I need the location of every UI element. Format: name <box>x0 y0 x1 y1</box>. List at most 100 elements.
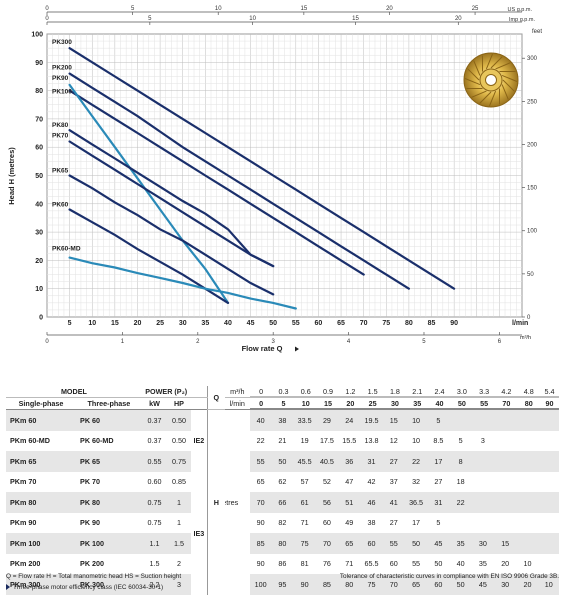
series-line-pk80 <box>68 129 275 268</box>
series-label: PK200 <box>52 65 72 72</box>
head-value: 86 <box>278 559 287 569</box>
m3h-value: 1.8 <box>383 386 407 397</box>
y-axis-label: Head H (metres) <box>7 147 16 205</box>
head-value: 8.5 <box>433 436 444 446</box>
top-unit-us: US g.p.m. <box>508 7 533 13</box>
m3h-tick-label: 3 <box>272 339 276 345</box>
hdr-kw: kW <box>141 397 168 410</box>
power-kw: 1.1 <box>141 533 168 554</box>
hdr-hp: HP <box>167 397 191 410</box>
head-value: 47 <box>345 477 354 487</box>
head-value: 33.5 <box>293 409 316 431</box>
footer: Q = Flow rate H = Total manometric head … <box>6 573 559 595</box>
lmin-value: 90 <box>540 398 559 409</box>
y-tick-label: 50 <box>35 173 43 180</box>
performance-table: MODEL POWER (P₂) Q m³/h 0 0.3 0.6 0.9 1.2 1.5… <box>6 386 559 595</box>
head-value <box>538 492 559 513</box>
x-tick-label: 5 <box>68 320 72 327</box>
head-value: 36.5 <box>404 492 428 513</box>
y-tick-label: 30 <box>35 230 43 237</box>
three-phase-model: PK 70 <box>80 477 101 487</box>
head-value <box>471 492 495 513</box>
lmin-value: 80 <box>517 398 540 409</box>
head-value <box>516 533 539 554</box>
series-label: PK80 <box>52 122 69 129</box>
head-value: 80 <box>271 533 294 554</box>
head-value: 100 <box>250 574 272 595</box>
feet-tick-label: 300 <box>527 56 538 62</box>
lmin-value: 70 <box>495 398 518 409</box>
head-value: 62 <box>278 477 287 487</box>
head-value: 10 <box>404 409 428 431</box>
table-row: PKm 100 PK 100 1.1 1.5 85 80 75 70 65 60 55 50 45 35 3… <box>6 533 559 554</box>
head-value <box>539 554 559 575</box>
series-line-pk60-md <box>68 256 297 310</box>
head-value: 71 <box>300 518 309 528</box>
h-unit-cell: metres <box>225 410 250 595</box>
power-kw: 0.75 <box>141 492 168 513</box>
head-value: 21 <box>278 436 287 446</box>
power-kw: 1.5 <box>149 559 160 569</box>
head-value: 35 <box>449 533 472 554</box>
head-value: 38 <box>367 518 376 528</box>
head-value: 41 <box>382 492 405 513</box>
x-tick-label: 50 <box>269 320 277 327</box>
usgpm-tick-label: 5 <box>131 6 135 12</box>
head-value: 90 <box>256 518 265 528</box>
head-value: 38 <box>271 409 294 431</box>
hdr-m3h: m³/h <box>224 386 251 398</box>
head-value: 50 <box>449 574 472 595</box>
head-value: 12 <box>389 436 398 446</box>
head-value: 60 <box>389 559 398 569</box>
lmin-value: 55 <box>472 398 496 409</box>
x-tick-label: 40 <box>224 320 232 327</box>
three-phase-model: PK 300 <box>76 574 142 595</box>
x-tick-label: 85 <box>428 320 436 327</box>
head-value: 3 <box>480 436 485 446</box>
head-value <box>539 472 559 493</box>
single-phase-model: PKm 100 <box>6 533 77 554</box>
table-row: PKm 300 PK 300 2.2 3 100 95 90 85 80 75 70 65 60 50 45… <box>6 574 559 595</box>
x-tick-label: 55 <box>292 320 300 327</box>
head-value: 30 <box>471 533 495 554</box>
m3h-value: 3.0 <box>450 386 473 397</box>
lmin-value: 50 <box>450 398 473 409</box>
head-value: 24 <box>338 409 361 431</box>
three-phase-model: PK 60-MD <box>80 436 114 446</box>
usgpm-tick-label: 20 <box>386 6 393 12</box>
head-value: 60 <box>322 518 331 528</box>
feet-tick-label: 250 <box>527 99 538 105</box>
impgpm-tick-label: 0 <box>45 16 49 22</box>
m3h-value: 0 <box>250 386 273 397</box>
impgpm-tick-label: 5 <box>148 16 152 22</box>
lmin-value: 25 <box>361 398 384 409</box>
head-value: 61 <box>293 492 316 513</box>
performance-table-wrap: MODEL POWER (P₂) Q m³/h 0 0.3 0.6 0.9 1.2 1.5… <box>6 386 559 595</box>
head-value <box>494 451 517 472</box>
table-row: PKm 90 PK 90 0.75 1 90 82 71 60 49 38 27 17 5 <box>6 513 559 534</box>
power-hp: 1 <box>167 492 191 513</box>
power-kw: 2.2 <box>141 574 168 595</box>
head-value: 15 <box>382 409 405 431</box>
m3h-value: 4.2 <box>495 386 518 397</box>
right-arrow-icon <box>295 346 299 352</box>
hdr-lmin: l/min <box>224 397 251 410</box>
head-value: 55 <box>412 559 421 569</box>
head-value: 50 <box>271 451 294 472</box>
power-kw: 0.37 <box>141 409 168 431</box>
x-unit-m3h: m³/h <box>520 335 531 341</box>
y-tick-label: 20 <box>35 258 43 265</box>
lmin-value: 5 <box>272 398 295 409</box>
head-value: 70 <box>382 574 405 595</box>
head-value: 85 <box>315 574 339 595</box>
x-tick-label: 20 <box>134 320 142 327</box>
efficiency-class-icon <box>6 584 10 591</box>
series-line-pk65 <box>68 174 275 296</box>
hdr-power: POWER (P₂) <box>141 386 191 398</box>
head-value <box>516 431 538 452</box>
single-phase-model: PKm 60-MD <box>10 436 50 446</box>
three-phase-model: PK 80 <box>76 492 142 513</box>
head-value: 27 <box>389 518 398 528</box>
power-kw: 0.37 <box>147 436 162 446</box>
head-value: 45 <box>471 574 495 595</box>
